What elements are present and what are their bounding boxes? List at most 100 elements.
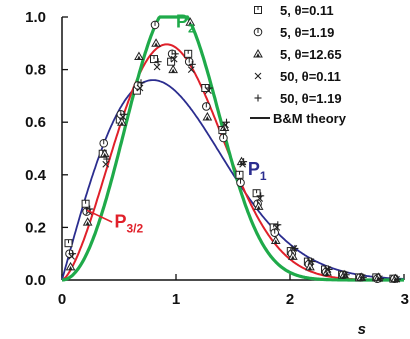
marker-triangle-fill [136,55,141,60]
data-point-series-3 [116,117,127,126]
x-tick-label: 0 [58,291,66,308]
marker-triangle-fill [205,115,210,120]
data-point-series-5 [205,84,213,92]
data-point-series-4 [204,87,212,95]
data-point-series-4 [102,160,110,168]
y-tick-label: 0.8 [25,62,46,79]
marker-triangle-fill [290,255,295,260]
data-point-series-5 [103,155,111,163]
data-point-series-3 [168,64,179,74]
data-point-series-2 [150,20,160,30]
legend-label-1: 5, θ=0.11 [280,3,334,18]
marker-triangle-fill [273,239,278,244]
y-tick-label: 1.0 [25,9,46,26]
theory-curve-P1 [61,79,404,281]
curve-label-1: P2 [176,12,195,36]
marker-x-b [187,66,195,73]
data-point-series-5 [171,50,179,58]
marker-x-b [119,113,127,121]
data-point-series-1 [252,189,261,198]
data-points [64,17,402,283]
marker-x-b [254,72,262,80]
data-point-series-3 [305,261,315,271]
data-point-series-4 [256,195,264,202]
data-point-series-1 [235,170,244,179]
data-point-series-4 [273,224,281,231]
data-point-series-4 [153,63,161,71]
marker-triangle-fill [85,221,90,226]
marker-x-b [273,224,281,231]
data-point-series-5 [154,58,162,66]
legend-label-theory: B&M theory [273,111,347,126]
data-point-series-5 [274,221,282,229]
data-point-series-4 [239,160,246,168]
marker-x-b [102,160,110,168]
marker-triangle-fill [222,126,227,131]
data-point-series-2 [184,57,194,67]
legend-marker-4 [254,72,262,80]
marker-x-b [222,121,229,129]
legend-label-2: 5, θ=1.19 [280,25,334,40]
y-tick-label: 0.4 [25,167,47,184]
marker-x-b [170,55,178,63]
data-point-series-3 [253,201,264,210]
marker-triangle-fill [154,42,159,47]
marker-triangle-fill [256,205,261,210]
marker-x-b [153,63,161,71]
data-point-series-5 [291,244,299,252]
marker-triangle-fill [256,53,260,57]
marker-x-b [68,252,75,260]
curve-label-leader [86,209,113,223]
marker-x-b [204,87,212,95]
marker-triangle-fill [307,265,312,270]
marker-triangle-fill [102,152,107,157]
data-point-series-5 [188,60,196,68]
legend-label-5: 50, θ=1.19 [280,91,342,106]
data-point-series-5 [325,265,333,273]
data-point-series-4 [187,66,195,73]
theory-curves [61,15,404,282]
axes: 0.0 0.2 0.4 0.6 0.8 1.0 0 1 2 3 s [25,9,409,338]
data-point-series-5 [69,250,77,258]
marker-triangle-fill [119,121,124,126]
data-point-series-5 [257,192,265,200]
legend-marker-1 [254,6,262,14]
data-point-series-1 [184,49,193,58]
legend-marker-2 [253,27,263,37]
data-point-series-2 [99,138,109,148]
marker-triangle-fill [188,21,193,26]
data-point-series-5 [308,258,316,266]
data-point-series-3 [270,235,281,245]
legend-label-4: 50, θ=0.11 [280,69,341,84]
data-point-series-4 [222,121,229,129]
data-point-series-2 [202,102,211,111]
data-point-series-5 [342,271,350,279]
data-point-series-3 [219,122,230,131]
x-tick-label: 3 [401,291,409,308]
marker-triangle-fill [325,271,330,276]
data-point-series-3 [202,111,213,121]
data-point-series-4 [119,113,127,121]
curve-labels: P2 P1 P3/2 [86,12,267,235]
data-point-series-5 [223,118,231,126]
data-point-series-5 [137,79,145,87]
legend-marker-3 [253,48,263,58]
y-tick-label: 0.6 [25,114,46,131]
x-tick-label: 1 [172,291,180,308]
data-point-series-2 [219,133,228,143]
data-point-series-5 [120,110,128,118]
data-point-series-3 [134,51,144,60]
data-point-series-4 [136,84,144,92]
legend-label-3: 5, θ=12.65 [280,47,342,62]
data-point-series-5 [394,275,402,283]
data-point-series-5 [359,273,367,281]
marker-triangle-fill [171,68,176,73]
marker-triangle-fill [68,265,73,270]
data-point-series-4 [170,55,178,63]
marker-x-b [256,195,264,202]
data-point-series-4 [68,252,75,260]
marker-x-b [239,160,246,168]
data-point-series-2 [236,178,245,187]
data-point-series-3 [287,251,298,260]
